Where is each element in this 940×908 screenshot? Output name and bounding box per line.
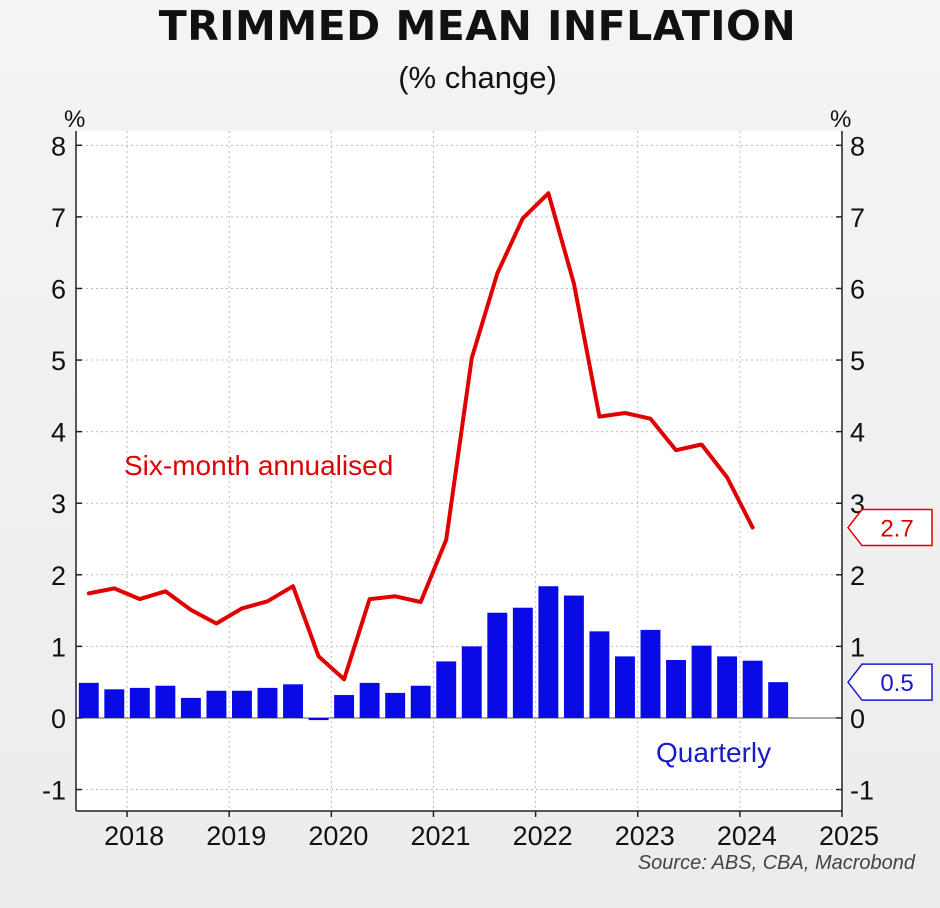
y-tick-label-left: 0 [51,704,66,734]
quarterly-bar [104,689,125,718]
quarterly-bar [308,717,329,721]
quarterly-bar [283,684,303,718]
plot-area [76,131,842,811]
y-tick-label-left: -1 [42,776,66,806]
y-tick-label-right: 8 [850,131,865,161]
quarterly-bar [666,659,686,718]
quarterly-bar [691,645,712,718]
y-tick-label-left: 5 [51,346,66,376]
x-tick-label: 2023 [615,821,675,851]
quarterly-bar [589,631,610,718]
quarterly-bar [359,682,380,718]
y-tick-label-right: 2 [850,561,865,591]
callouts: 2.7 0.5 [847,508,933,701]
series-label-quarterly: Quarterly [656,737,771,768]
quarterly-bar [129,687,150,718]
y-tick-label-left: 8 [51,131,66,161]
y-tick-label-left: 7 [51,203,66,233]
y-tick-label-right: 0 [850,704,865,734]
x-tick-label: 2018 [104,821,164,851]
quarterly-bar [334,695,355,718]
quarterly-bar [385,692,406,718]
value-callout [847,663,933,701]
x-tick-label: 2024 [717,821,777,851]
y-tick-label-right: 7 [850,203,865,233]
y-tick-label-right: 1 [850,632,865,662]
x-tick-label: 2019 [206,821,266,851]
quarterly-bar [487,612,508,718]
y-tick-label-left: 6 [51,274,66,304]
six-month-annualised-line [86,191,755,682]
y-axis-unit-left: % [64,106,85,133]
quarterly-bar [563,595,584,718]
y-tick-label-left: 4 [51,418,66,448]
x-tick-label: 2025 [819,821,879,851]
quarterly-bar [768,682,789,718]
quarterly-bar [461,646,482,718]
chart-title: TRIMMED MEAN INFLATION [158,2,797,50]
quarterly-bars [78,586,789,721]
source-note: Source: ABS, CBA, Macrobond [637,852,915,874]
quarterly-bar [538,586,559,718]
value-callout-label: 2.7 [880,516,913,543]
quarterly-bar [717,656,738,718]
quarterly-bar [257,687,278,718]
quarterly-bar [615,656,635,718]
y-tick-label-right: 4 [850,418,865,448]
quarterly-bar [206,690,227,718]
quarterly-bar [180,697,201,718]
quarterly-bar [436,661,457,718]
quarterly-bar [78,682,99,718]
value-callout [847,508,933,547]
value-callout-label: 0.5 [880,670,913,697]
y-tick-label-left: 3 [51,489,66,519]
quarterly-bar [512,607,533,718]
x-tick-label: 2020 [308,821,368,851]
quarterly-bar [232,690,252,718]
y-axis-unit-right: % [830,106,851,133]
y-tick-label-left: 2 [51,561,66,591]
y-tick-label-right: 6 [850,274,865,304]
chart-subtitle: (% change) [398,60,557,95]
y-tick-label-right: 5 [850,346,865,376]
quarterly-bar [742,660,763,718]
grid-lines [76,131,842,811]
six-month-line [86,191,755,682]
y-tick-label-left: 1 [51,632,66,662]
quarterly-bar [410,685,431,718]
quarterly-bar [640,629,661,718]
series-label-six-month: Six-month annualised [124,450,393,481]
y-tick-label-right: -1 [850,776,874,806]
x-tick-label: 2022 [513,821,573,851]
x-tick-label: 2021 [410,821,470,851]
quarterly-bar [155,685,176,718]
